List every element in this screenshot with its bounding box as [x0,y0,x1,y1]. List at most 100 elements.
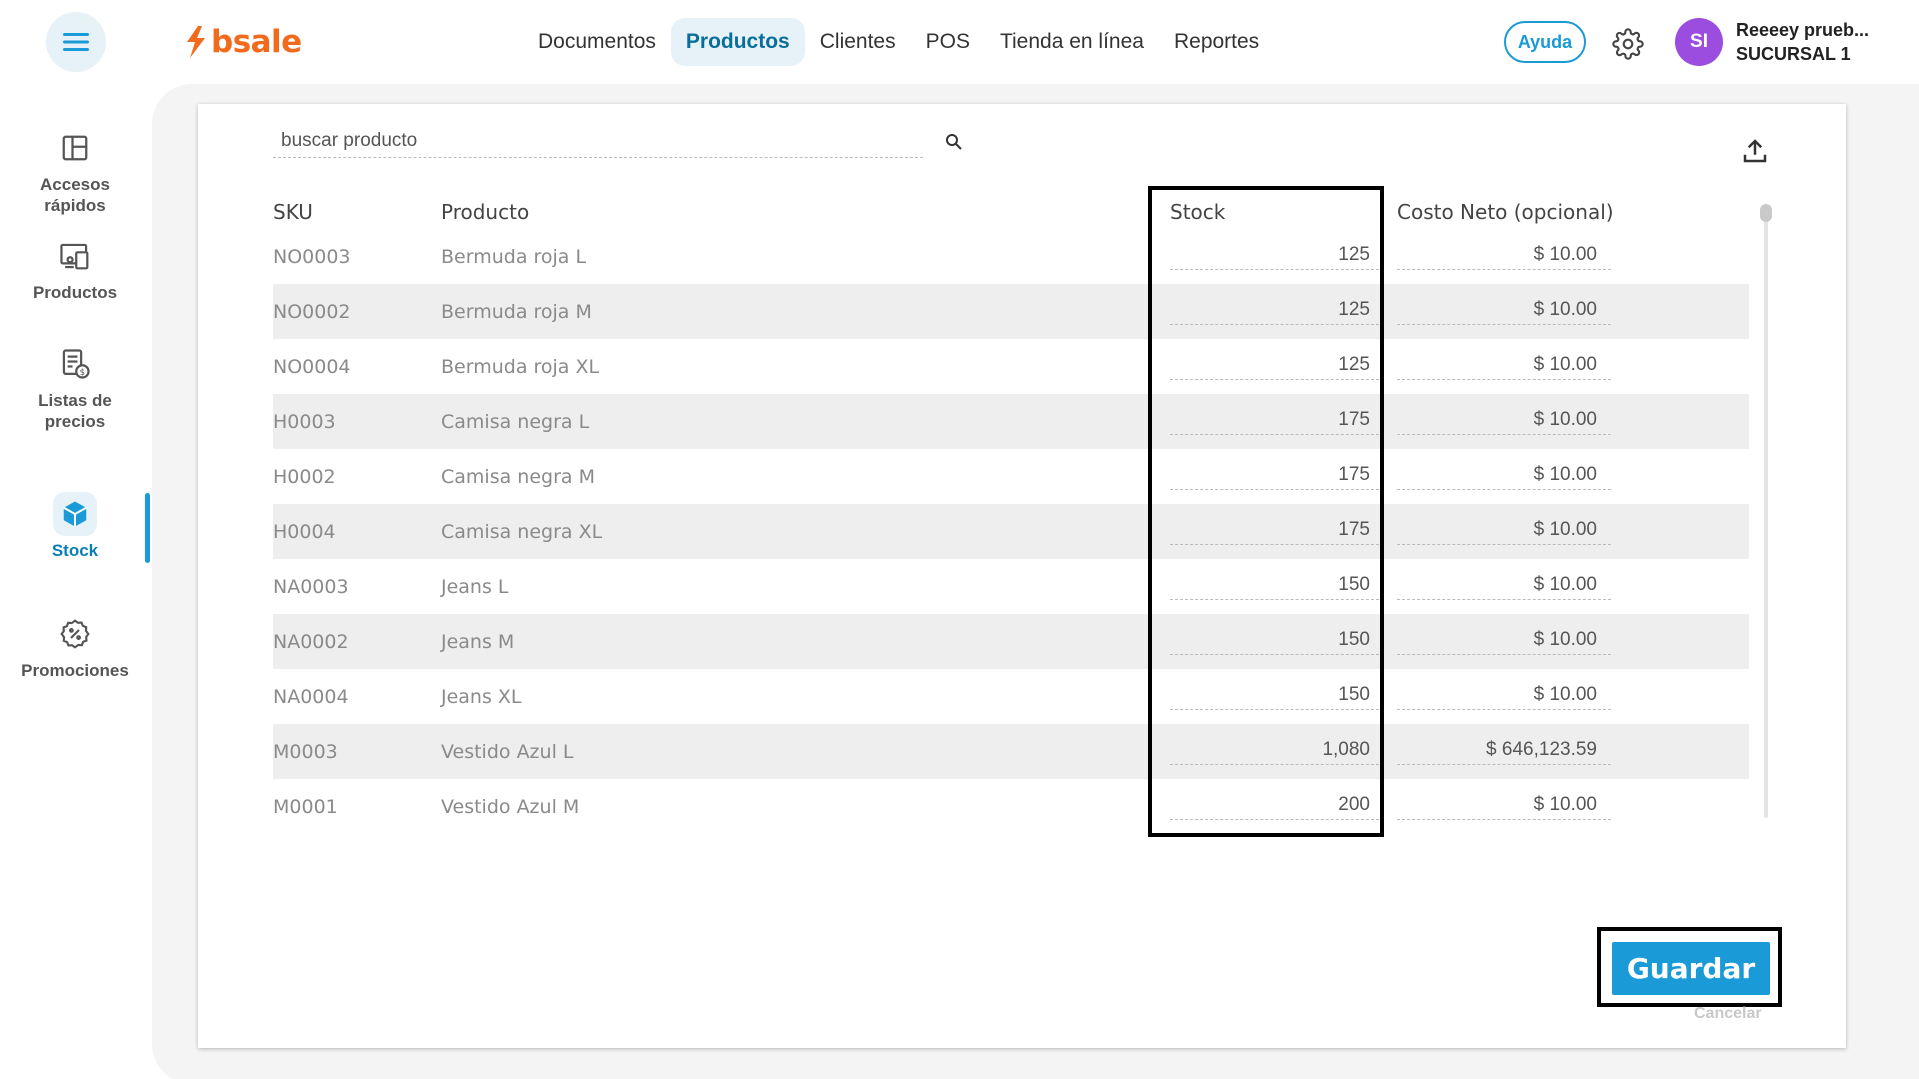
product-cell: Camisa negra XL [441,521,603,543]
table-row: NO0004 Bermuda roja XL 125 $ 10.00 [273,339,1749,394]
column-header-stock: Stock [1170,200,1226,224]
stock-input[interactable]: 125 [1170,240,1384,270]
stock-input[interactable]: 150 [1170,570,1384,600]
cost-input[interactable]: $ 10.00 [1397,350,1611,380]
gear-icon [1612,28,1644,60]
cost-input[interactable]: $ 10.00 [1397,240,1611,270]
sku-cell: NO0002 [273,301,351,323]
stock-input[interactable]: 175 [1170,515,1384,545]
column-header-producto: Producto [441,200,530,224]
stock-input[interactable]: 175 [1170,405,1384,435]
table-row: NO0003 Bermuda roja L 125 $ 10.00 [273,229,1749,284]
stock-input[interactable]: 150 [1170,680,1384,710]
bsale-logo[interactable]: bsale [184,24,302,60]
cost-input[interactable]: $ 10.00 [1397,460,1611,490]
nav-documentos[interactable]: Documentos [538,30,656,53]
layout-icon [53,126,97,170]
nav-pos[interactable]: POS [925,30,970,53]
cost-input[interactable]: $ 10.00 [1397,405,1611,435]
product-cell: Vestido Azul L [441,741,574,763]
sku-cell: NO0003 [273,246,351,268]
table-row: NA0004 Jeans XL 150 $ 10.00 [273,669,1749,724]
nav-tienda-en-linea[interactable]: Tienda en línea [999,30,1144,53]
product-cell: Vestido Azul M [441,796,580,818]
column-header-sku: SKU [273,200,313,224]
sku-cell: NA0004 [273,686,349,708]
table-row: H0002 Camisa negra M 175 $ 10.00 [273,449,1749,504]
stock-input[interactable]: 125 [1170,350,1384,380]
sku-cell: H0003 [273,411,336,433]
product-cell: Jeans M [441,631,515,653]
sku-cell: H0004 [273,521,336,543]
products-icon [53,234,97,278]
cost-input[interactable]: $ 10.00 [1397,570,1611,600]
user-name[interactable]: Reeeey prueb... [1736,20,1870,40]
table-row: NO0002 Bermuda roja M 125 $ 10.00 [273,284,1749,339]
svg-text:$: $ [80,368,85,378]
sidebar-item-label: Listas de precios [38,391,112,431]
table-scrollbar[interactable] [1764,204,1768,818]
cancel-link[interactable]: Cancelar [1694,1005,1762,1022]
settings-button[interactable] [1608,24,1648,64]
bsale-logo-icon [187,26,205,58]
nav-clientes[interactable]: Clientes [819,30,896,53]
save-button[interactable]: Guardar [1612,942,1770,995]
top-bar: bsale Documentos Productos Clientes POS … [0,0,1919,84]
cost-input[interactable]: $ 646,123.59 [1397,735,1611,765]
sku-cell: M0001 [273,796,338,818]
sidebar-item-label: Stock [51,541,99,560]
sidebar-item-promociones[interactable]: Promociones [0,612,150,681]
active-indicator [145,493,150,563]
sidebar: Accesos rápidos Productos $ Listas de pr… [0,84,150,1079]
sidebar-item-stock[interactable]: Stock [0,492,150,561]
cost-input[interactable]: $ 10.00 [1397,295,1611,325]
sidebar-item-label: Productos [32,283,118,302]
hamburger-menu-button[interactable] [46,12,106,72]
upload-icon[interactable] [1740,136,1770,166]
stock-card [198,104,1846,1048]
table-row: NA0002 Jeans M 150 $ 10.00 [273,614,1749,669]
sidebar-item-productos[interactable]: Productos [0,234,150,303]
product-cell: Jeans L [441,576,509,598]
table-row: NA0003 Jeans L 150 $ 10.00 [273,559,1749,614]
sidebar-item-accesos-rapidos[interactable]: Accesos rápidos [0,126,150,216]
logo-text: bsale [211,24,302,60]
table-row: H0004 Camisa negra XL 175 $ 10.00 [273,504,1749,559]
sku-cell: NA0002 [273,631,349,653]
stock-input[interactable]: 175 [1170,460,1384,490]
stock-input[interactable]: 150 [1170,625,1384,655]
sidebar-item-label: Promociones [21,661,129,680]
cost-input[interactable]: $ 10.00 [1397,625,1611,655]
stock-input[interactable]: 125 [1170,295,1384,325]
cost-input[interactable]: $ 10.00 [1397,790,1611,820]
cost-input[interactable]: $ 10.00 [1397,515,1611,545]
sku-cell: NO0004 [273,356,351,378]
product-cell: Camisa negra L [441,411,590,433]
user-avatar[interactable]: SI [1675,18,1723,66]
hamburger-icon [63,33,89,51]
main-nav: Documentos Productos Clientes POS Tienda… [523,18,1274,66]
nav-productos[interactable]: Productos [670,18,805,66]
stock-input[interactable]: 200 [1170,790,1384,820]
sidebar-item-label: Accesos rápidos [40,175,110,215]
promo-badge-icon [53,612,97,656]
sku-cell: H0002 [273,466,336,488]
product-cell: Bermuda roja M [441,301,592,323]
search-input[interactable] [273,126,923,156]
table-row: M0003 Vestido Azul L 1,080 $ 646,123.59 [273,724,1749,779]
scrollbar-thumb[interactable] [1760,204,1772,222]
box-icon [53,492,97,536]
nav-reportes[interactable]: Reportes [1173,30,1260,53]
product-cell: Bermuda roja XL [441,356,600,378]
cost-input[interactable]: $ 10.00 [1397,680,1611,710]
stock-input[interactable]: 1,080 [1170,735,1384,765]
product-cell: Jeans XL [441,686,522,708]
sku-cell: M0003 [273,741,338,763]
sidebar-item-listas-de-precios[interactable]: $ Listas de precios [0,342,150,432]
column-header-costo-neto: Costo Neto (opcional) [1397,200,1614,224]
table-row: H0003 Camisa negra L 175 $ 10.00 [273,394,1749,449]
search-icon[interactable] [942,130,966,154]
search-field[interactable] [273,126,923,158]
product-cell: Camisa negra M [441,466,595,488]
help-button[interactable]: Ayuda [1504,21,1586,63]
